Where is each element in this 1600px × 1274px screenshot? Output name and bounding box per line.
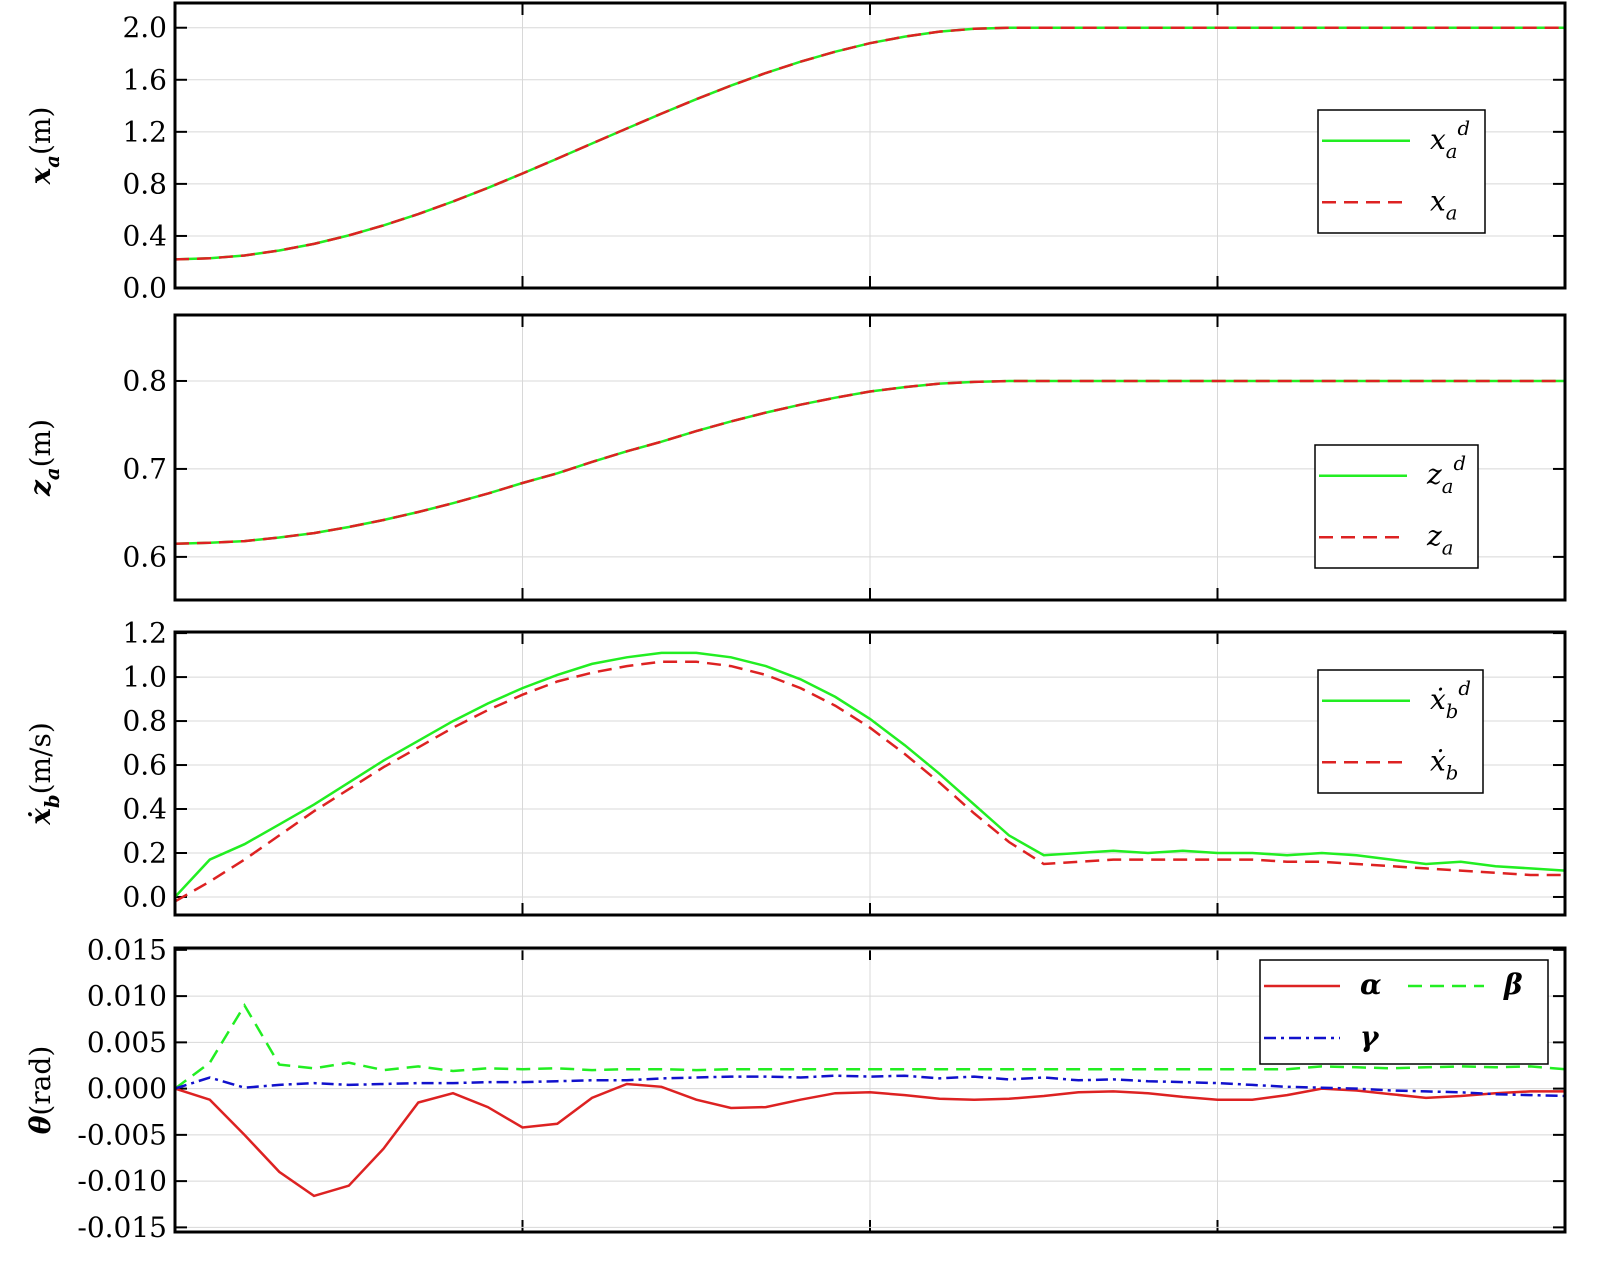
y-tick-label: -0.005 (77, 1118, 167, 1151)
y-tick-label: 1.0 (122, 661, 167, 694)
y-axis-label-part: (m) (24, 107, 57, 155)
y-axis-label-part: θ (24, 1115, 57, 1134)
y-axis-label: θ(rad) (24, 1046, 57, 1135)
legend-label-part: β (1503, 968, 1523, 1001)
y-tick-label: 0.0 (122, 880, 167, 913)
data-line (174, 651, 1566, 898)
legend: α β γ (1259, 959, 1549, 1065)
data-line (174, 1082, 1565, 1198)
data-line (174, 26, 1565, 261)
legend-label-part: a (1446, 201, 1458, 224)
legend-label-part: a (1446, 140, 1458, 163)
legend-label-part: a (1442, 475, 1454, 498)
y-axis-label-part: x (24, 167, 57, 185)
y-axis-label-part: z (24, 479, 57, 497)
y-axis-label: ẋb(m/s) (24, 722, 65, 826)
legend-box (1314, 444, 1479, 569)
y-tick-label: 0.0 (122, 272, 167, 305)
plot-frame (173, 630, 1567, 917)
y-tick-label: 0.2 (122, 836, 167, 869)
y-axis-label-part: a (41, 467, 64, 480)
y-tick-label: -0.010 (77, 1165, 167, 1198)
legend-label-part: ẋ (1430, 682, 1446, 715)
y-tick-label: 0.4 (122, 219, 167, 252)
y-tick-label: 0.000 (87, 1072, 167, 1105)
y-axis-label-part: ẋ (24, 808, 57, 826)
y-tick-label: 0.6 (122, 749, 167, 782)
y-tick-label: 1.6 (122, 63, 167, 96)
legend-label: xad (1430, 117, 1470, 163)
data-line (174, 660, 1565, 903)
legend-label: za (1426, 519, 1453, 560)
legend-label: zad (1426, 452, 1466, 498)
y-tick-label: 0.4 (122, 793, 167, 826)
legend-label-part: a (1442, 536, 1454, 559)
legend-label-part: d (1453, 452, 1466, 475)
y-tick-label: 0.7 (122, 452, 167, 485)
legend-label: xa (1430, 184, 1457, 225)
legend-label-part: d (1457, 117, 1470, 140)
data-line (174, 1074, 1566, 1098)
legend-box (1317, 109, 1486, 234)
y-tick-label: 0.8 (122, 705, 167, 738)
y-tick-label: 0.6 (122, 540, 167, 573)
legend-box (1259, 959, 1549, 1065)
y-tick-label: -0.015 (77, 1211, 167, 1244)
legend-label-part: z (1426, 457, 1442, 490)
legend-label: ẋb (1430, 744, 1458, 785)
y-axis-label: za(m) (24, 419, 65, 497)
y-tick-label: 0.8 (122, 364, 167, 397)
y-tick-label: 1.2 (122, 617, 167, 650)
y-axis-label: xa(m) (24, 107, 65, 186)
legend-label-part: x (1430, 184, 1446, 217)
y-axis-label-part: (m) (24, 419, 57, 467)
y-tick-label: 0.015 (87, 933, 167, 966)
plot-frame (173, 946, 1567, 1234)
y-axis-label-part: b (41, 794, 64, 808)
legend-label-part: ẋ (1430, 744, 1446, 777)
legend-label: α (1360, 968, 1382, 1001)
legend-label-part: α (1360, 968, 1382, 1001)
y-axis-label-part: (m/s) (24, 722, 57, 794)
legend-label-part: b (1446, 700, 1459, 723)
y-axis-label-part: a (41, 155, 64, 168)
legend-label-part: b (1446, 761, 1459, 784)
legend-label: ẋbd (1430, 677, 1471, 723)
legend-label-part: z (1426, 519, 1442, 552)
legend-label-part: d (1458, 677, 1471, 700)
legend-label-part: x (1430, 122, 1446, 155)
y-tick-label: 0.010 (87, 980, 167, 1013)
legend-box (1317, 669, 1484, 794)
y-tick-label: 1.2 (122, 115, 167, 148)
data-line (174, 379, 1565, 545)
y-axis-label-part: (rad) (24, 1046, 57, 1116)
legend-label: γ (1360, 1020, 1380, 1053)
y-tick-label: 2.0 (122, 11, 167, 44)
plot-frame (173, 1, 1567, 290)
y-tick-label: 0.8 (122, 167, 167, 200)
plot-frame (173, 313, 1567, 602)
panel: -0.015 -0.010 -0.005 0.000 0.005 0.010 0.015 θ(… (24, 933, 1567, 1244)
data-line (174, 1002, 1566, 1090)
y-tick-label: 0.005 (87, 1026, 167, 1059)
legend-label: β (1503, 968, 1523, 1001)
legend-label-part: γ (1360, 1020, 1380, 1053)
